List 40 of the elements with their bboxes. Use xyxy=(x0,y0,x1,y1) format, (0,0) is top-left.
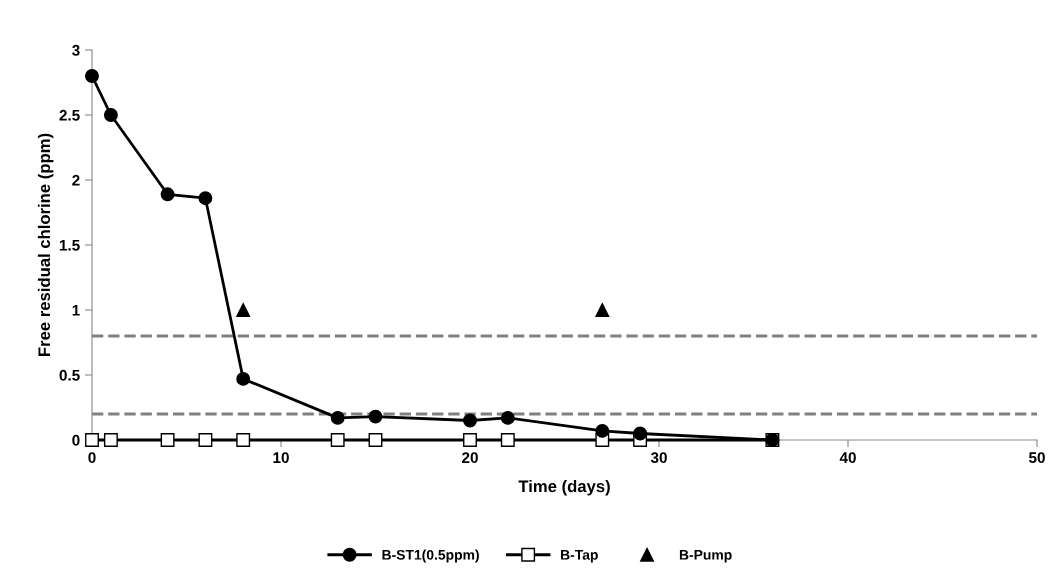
legend-label: B-ST1(0.5ppm) xyxy=(382,549,479,563)
y-tick-label: 0.5 xyxy=(59,369,80,381)
point xyxy=(160,433,175,447)
point xyxy=(85,433,99,447)
point xyxy=(198,433,213,447)
point xyxy=(160,187,175,202)
y-tick-label: 2 xyxy=(72,174,80,186)
x-axis-title: Time (days) xyxy=(518,479,610,496)
point xyxy=(595,303,610,317)
point xyxy=(85,69,99,83)
x-tick-label: 10 xyxy=(273,452,289,464)
point xyxy=(463,413,477,428)
x-tick-label: 20 xyxy=(462,452,478,464)
point xyxy=(330,410,345,425)
point xyxy=(236,433,251,447)
point xyxy=(500,433,515,447)
legend-label: B-Tap xyxy=(561,550,598,563)
point xyxy=(368,433,383,447)
x-tick-label: 40 xyxy=(839,452,856,464)
point xyxy=(633,426,648,441)
point xyxy=(236,371,251,386)
y-tick-label: 1.5 xyxy=(59,240,80,251)
x-tick-label: 30 xyxy=(650,452,667,464)
point xyxy=(198,191,213,206)
y-tick-label: 2.5 xyxy=(59,109,80,121)
y-axis-title: Free residual chlorine (ppm) xyxy=(37,133,54,356)
x-tick-label: 50 xyxy=(1028,452,1045,464)
y-tick-label: 3 xyxy=(72,44,80,56)
point xyxy=(103,433,118,447)
point xyxy=(463,433,477,447)
point xyxy=(103,108,118,122)
y-tick-label: 1 xyxy=(72,305,80,316)
y-tick-label: 0 xyxy=(72,434,80,446)
point xyxy=(595,423,610,438)
legend-label: B-Pump xyxy=(679,550,732,563)
point xyxy=(368,409,383,424)
point xyxy=(330,433,345,447)
x-tick-label: 0 xyxy=(88,452,96,464)
point xyxy=(500,410,515,425)
point xyxy=(236,303,251,317)
